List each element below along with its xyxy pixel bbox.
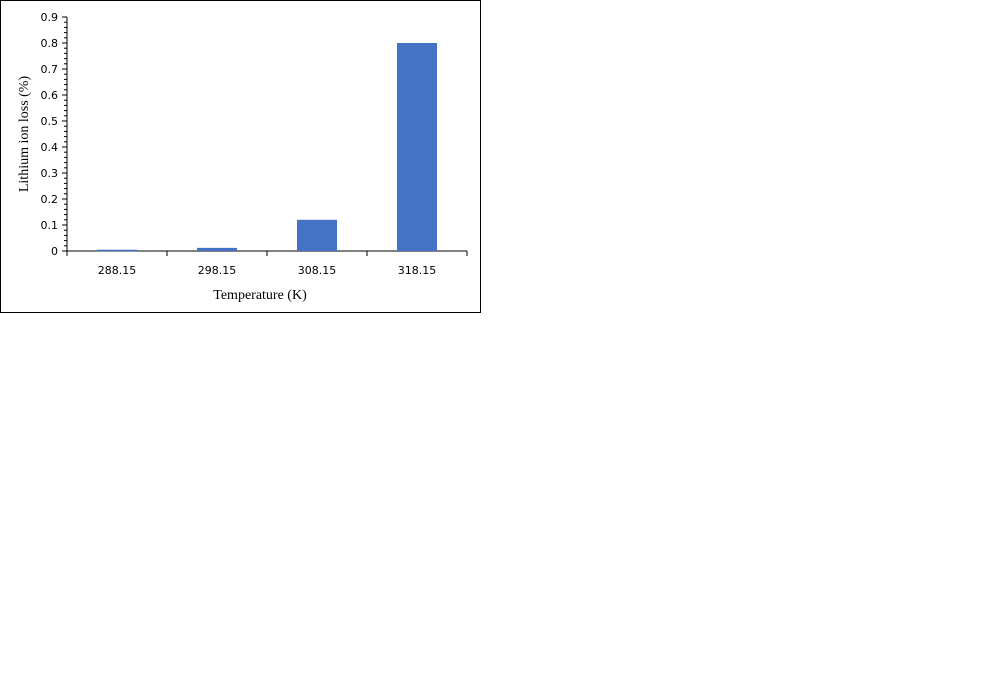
y-tick-label: 0 [51,245,58,258]
bar [397,43,437,251]
bar [297,219,337,251]
x-tick-label: 288.15 [98,264,137,277]
chart-frame: 0 0.1 0.2 0.3 0.4 0.5 0.6 0.7 0.8 0.9 288.15 298.1… [0,0,481,313]
y-tick-label: 0.4 [41,141,59,154]
x-axis-title: Temperature (K) [213,288,307,303]
y-tick-label: 0.5 [41,115,59,128]
y-tick-label: 0.7 [41,63,59,76]
y-tick-label: 0.9 [41,11,59,24]
x-tick-label: 308.15 [298,264,337,277]
y-tick-label: 0.8 [41,37,59,50]
y-tick-label: 0.2 [41,193,59,206]
x-tick-label: 318.15 [398,264,437,277]
y-tick-label: 0.6 [41,89,59,102]
y-tick-label: 0.1 [41,219,59,232]
bar [97,249,137,252]
y-axis: 0 0.1 0.2 0.3 0.4 0.5 0.6 0.7 0.8 0.9 [41,11,68,258]
y-tick-label: 0.3 [41,167,59,180]
bars [97,43,437,252]
x-tick-label: 298.15 [198,264,237,277]
y-axis-title: Lithium ion loss (%) [17,76,32,193]
bar [197,247,237,251]
x-axis: 288.15 298.15 308.15 318.15 [66,250,468,277]
bar-chart: 0 0.1 0.2 0.3 0.4 0.5 0.6 0.7 0.8 0.9 288.15 298.1… [17,11,468,303]
